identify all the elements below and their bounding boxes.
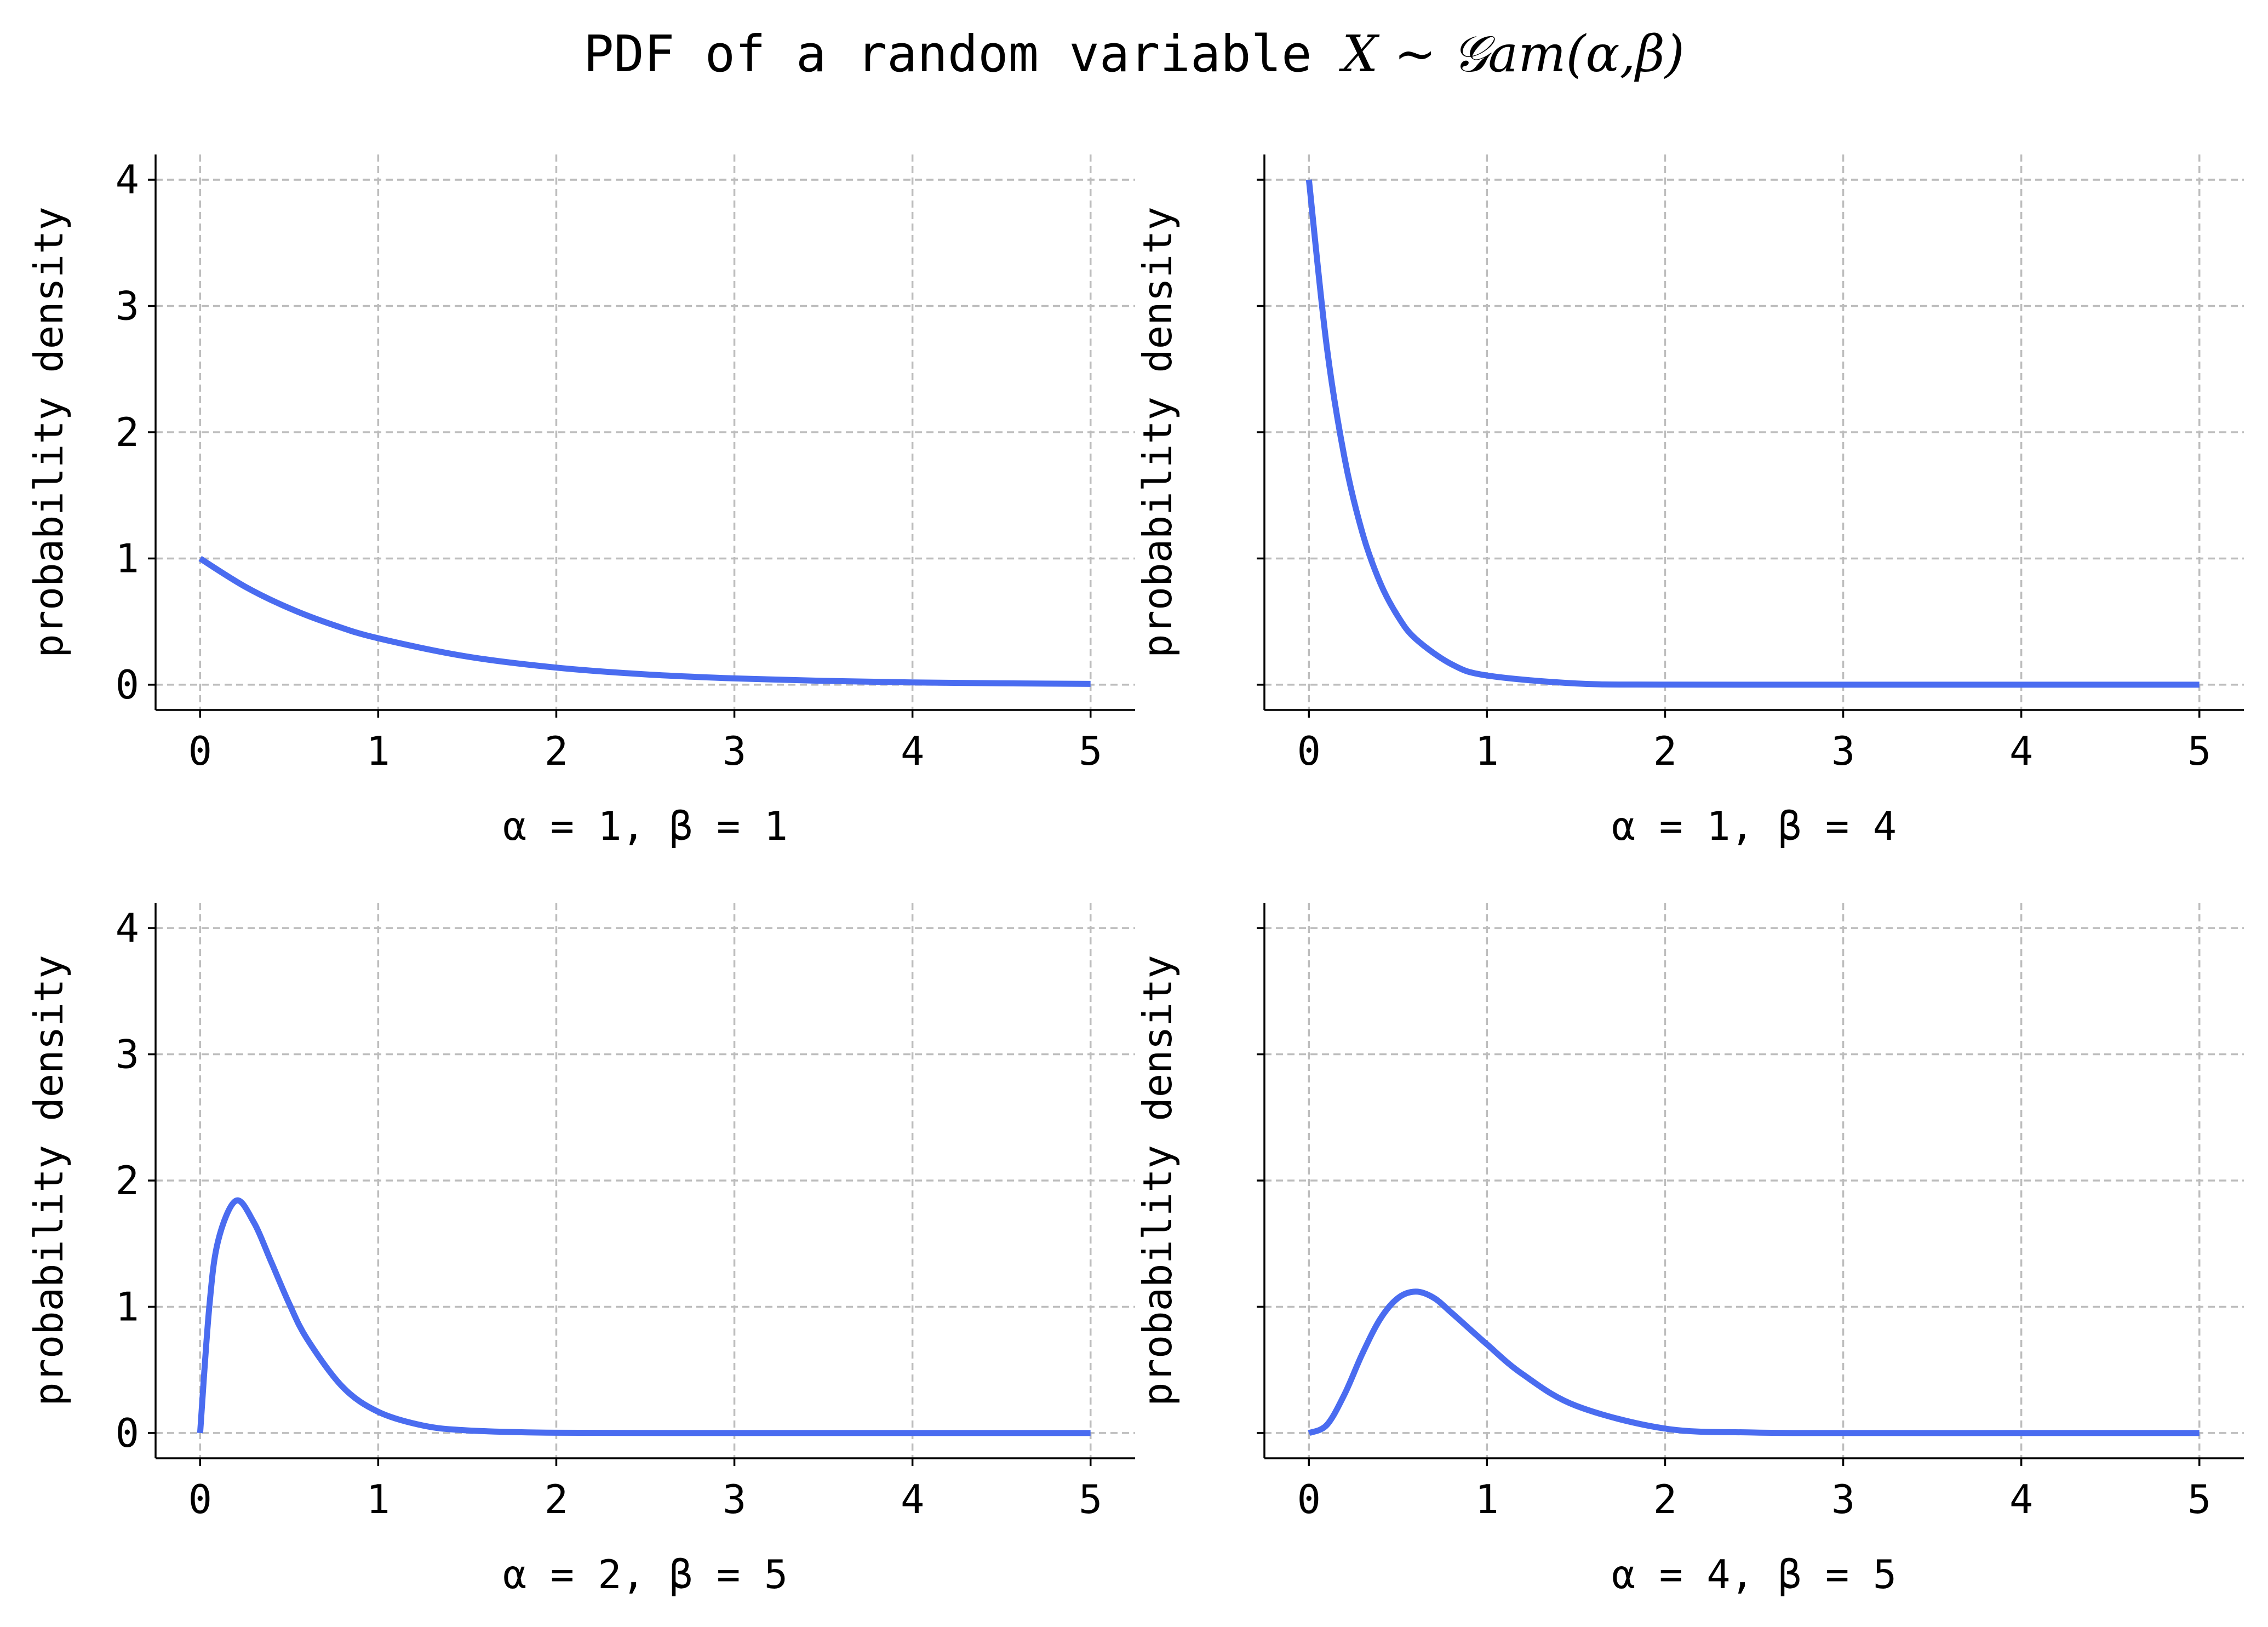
pdf-curve: [1305, 179, 2200, 688]
pdf-curve: [198, 555, 1091, 687]
x-tick-label: 2: [545, 1476, 568, 1522]
x-tick-label: 3: [1831, 728, 1855, 774]
x-tick-label: 3: [723, 728, 746, 774]
x-tick-label: 2: [1653, 728, 1677, 774]
y-tick-label: 2: [116, 409, 139, 455]
x-tick-label: 5: [1079, 728, 1102, 774]
figure-title: PDF of a random variable X ~ 𝒢am(α,β): [583, 25, 1685, 83]
x-tick-label: 5: [2187, 728, 2211, 774]
y-axis-label: probability density: [1135, 207, 1181, 658]
x-tick-label: 4: [901, 1476, 924, 1522]
x-tick-label: 1: [366, 1476, 390, 1522]
x-tick-label: 0: [1297, 1476, 1321, 1522]
x-tick-label: 4: [901, 728, 924, 774]
x-axis-label: α = 1, β = 1: [503, 803, 788, 849]
x-tick-label: 5: [1079, 1476, 1102, 1522]
x-tick-label: 4: [2009, 728, 2033, 774]
subplot-4: 0 1 2 3 4 5 α = 4, β = 5 probability density: [1135, 903, 2244, 1597]
x-tick-label: 0: [1297, 728, 1321, 774]
pdf-curve: [197, 1197, 1091, 1436]
subplot-grid: 0 1 2 3 4 5 0 1 2 3 4 α = 1, β = 1 probability densi…: [26, 154, 2244, 1597]
pdf-curve: [1308, 1288, 2200, 1436]
y-tick-label: 3: [116, 1032, 139, 1078]
subplot-2: 0 1 2 3 4 5 α = 1, β = 4 probability density: [1135, 154, 2244, 849]
y-axis-label: probability density: [26, 207, 72, 658]
y-tick-label: 2: [116, 1158, 139, 1204]
x-axis-label: α = 2, β = 5: [503, 1551, 788, 1597]
x-tick-label: 2: [545, 728, 568, 774]
x-tick-label: 5: [2187, 1476, 2211, 1522]
x-tick-label: 0: [188, 1476, 212, 1522]
x-tick-label: 1: [1475, 728, 1499, 774]
x-tick-label: 3: [723, 1476, 746, 1522]
x-axis-label: α = 4, β = 5: [1612, 1551, 1897, 1597]
y-tick-label: 3: [116, 283, 139, 329]
subplot-3: 0 1 2 3 4 5 0 1 2 3 4 α = 2, β = 5 probability densi…: [26, 903, 1135, 1597]
x-tick-label: 3: [1831, 1476, 1855, 1522]
x-axis-label: α = 1, β = 4: [1612, 803, 1897, 849]
y-axis-label: probability density: [1135, 955, 1181, 1406]
figure-title-math: X ~ 𝒢am(α,β): [1339, 25, 1685, 83]
x-tick-label: 1: [1475, 1476, 1499, 1522]
x-tick-label: 4: [2009, 1476, 2033, 1522]
y-tick-label: 1: [116, 1284, 139, 1330]
subplot-1: 0 1 2 3 4 5 0 1 2 3 4 α = 1, β = 1 probability densi…: [26, 154, 1135, 849]
y-tick-label: 0: [116, 1410, 139, 1456]
x-tick-label: 2: [1653, 1476, 1677, 1522]
x-tick-label: 1: [366, 728, 390, 774]
y-axis-label: probability density: [26, 955, 72, 1406]
y-tick-label: 4: [116, 157, 139, 203]
y-tick-label: 0: [116, 662, 139, 708]
y-tick-label: 1: [116, 535, 139, 581]
x-tick-label: 0: [188, 728, 212, 774]
y-tick-label: 4: [116, 905, 139, 951]
figure-title-text: PDF of a random variable: [583, 25, 1342, 83]
